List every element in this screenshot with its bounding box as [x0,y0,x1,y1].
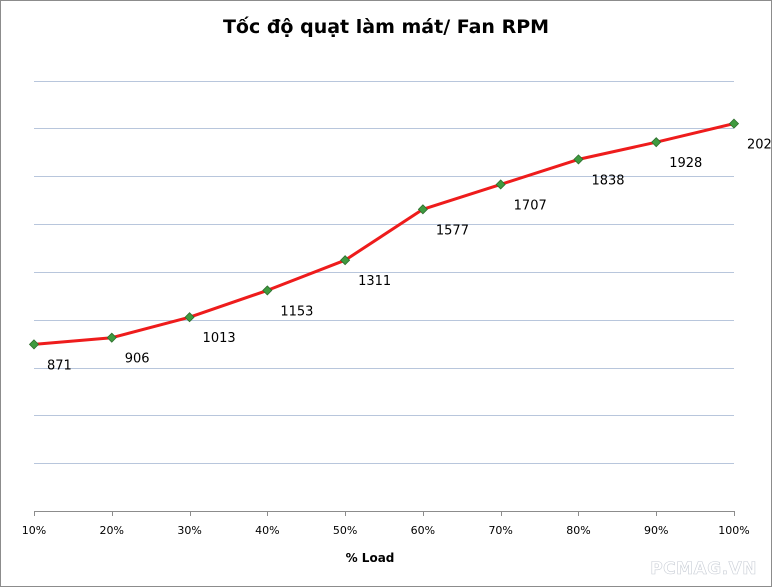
x-tick-label: 100% [718,524,749,537]
data-label: 1838 [591,173,624,188]
x-tick-label: 80% [566,524,590,537]
x-axis-title: % Load [346,551,395,565]
data-markers [28,118,740,350]
data-marker [262,285,273,296]
data-label: 2025 [747,138,772,153]
data-label: 1013 [203,331,236,346]
x-axis: 10% 20% 30% 40% 50% 60% 70% 80% 90% 100% [22,511,750,537]
gridlines [34,81,734,464]
watermark-logo: PCMAG.VN [650,559,757,579]
data-marker [184,312,195,323]
data-marker [340,255,351,266]
data-marker [573,154,584,165]
data-label: 1311 [358,274,391,289]
x-tick-label: 90% [644,524,668,537]
data-label: 1577 [436,223,469,238]
x-tick-label: 20% [100,524,124,537]
data-label: 1153 [280,304,313,319]
data-marker [651,137,662,148]
data-marker [728,118,740,129]
data-label: 1707 [514,198,547,213]
series-fan-rpm [32,122,736,346]
data-marker [106,332,117,343]
x-tick-label: 70% [488,524,512,537]
x-tick-label: 40% [255,524,279,537]
x-tick-label: 10% [22,524,46,537]
x-tick-label: 30% [177,524,201,537]
data-label: 906 [125,352,150,367]
data-label: 1928 [669,156,702,171]
data-marker [495,179,506,190]
x-tick-label: 60% [411,524,435,537]
series-line [32,122,736,346]
data-marker [28,339,40,350]
data-labels: 871 906 1013 1153 1311 1577 1707 1838 1928 2025 [47,138,772,374]
chart-title: Tốc độ quạt làm mát/ Fan RPM [223,15,549,38]
x-tick-label: 50% [333,524,357,537]
data-marker [417,204,428,215]
data-label: 871 [47,358,72,373]
